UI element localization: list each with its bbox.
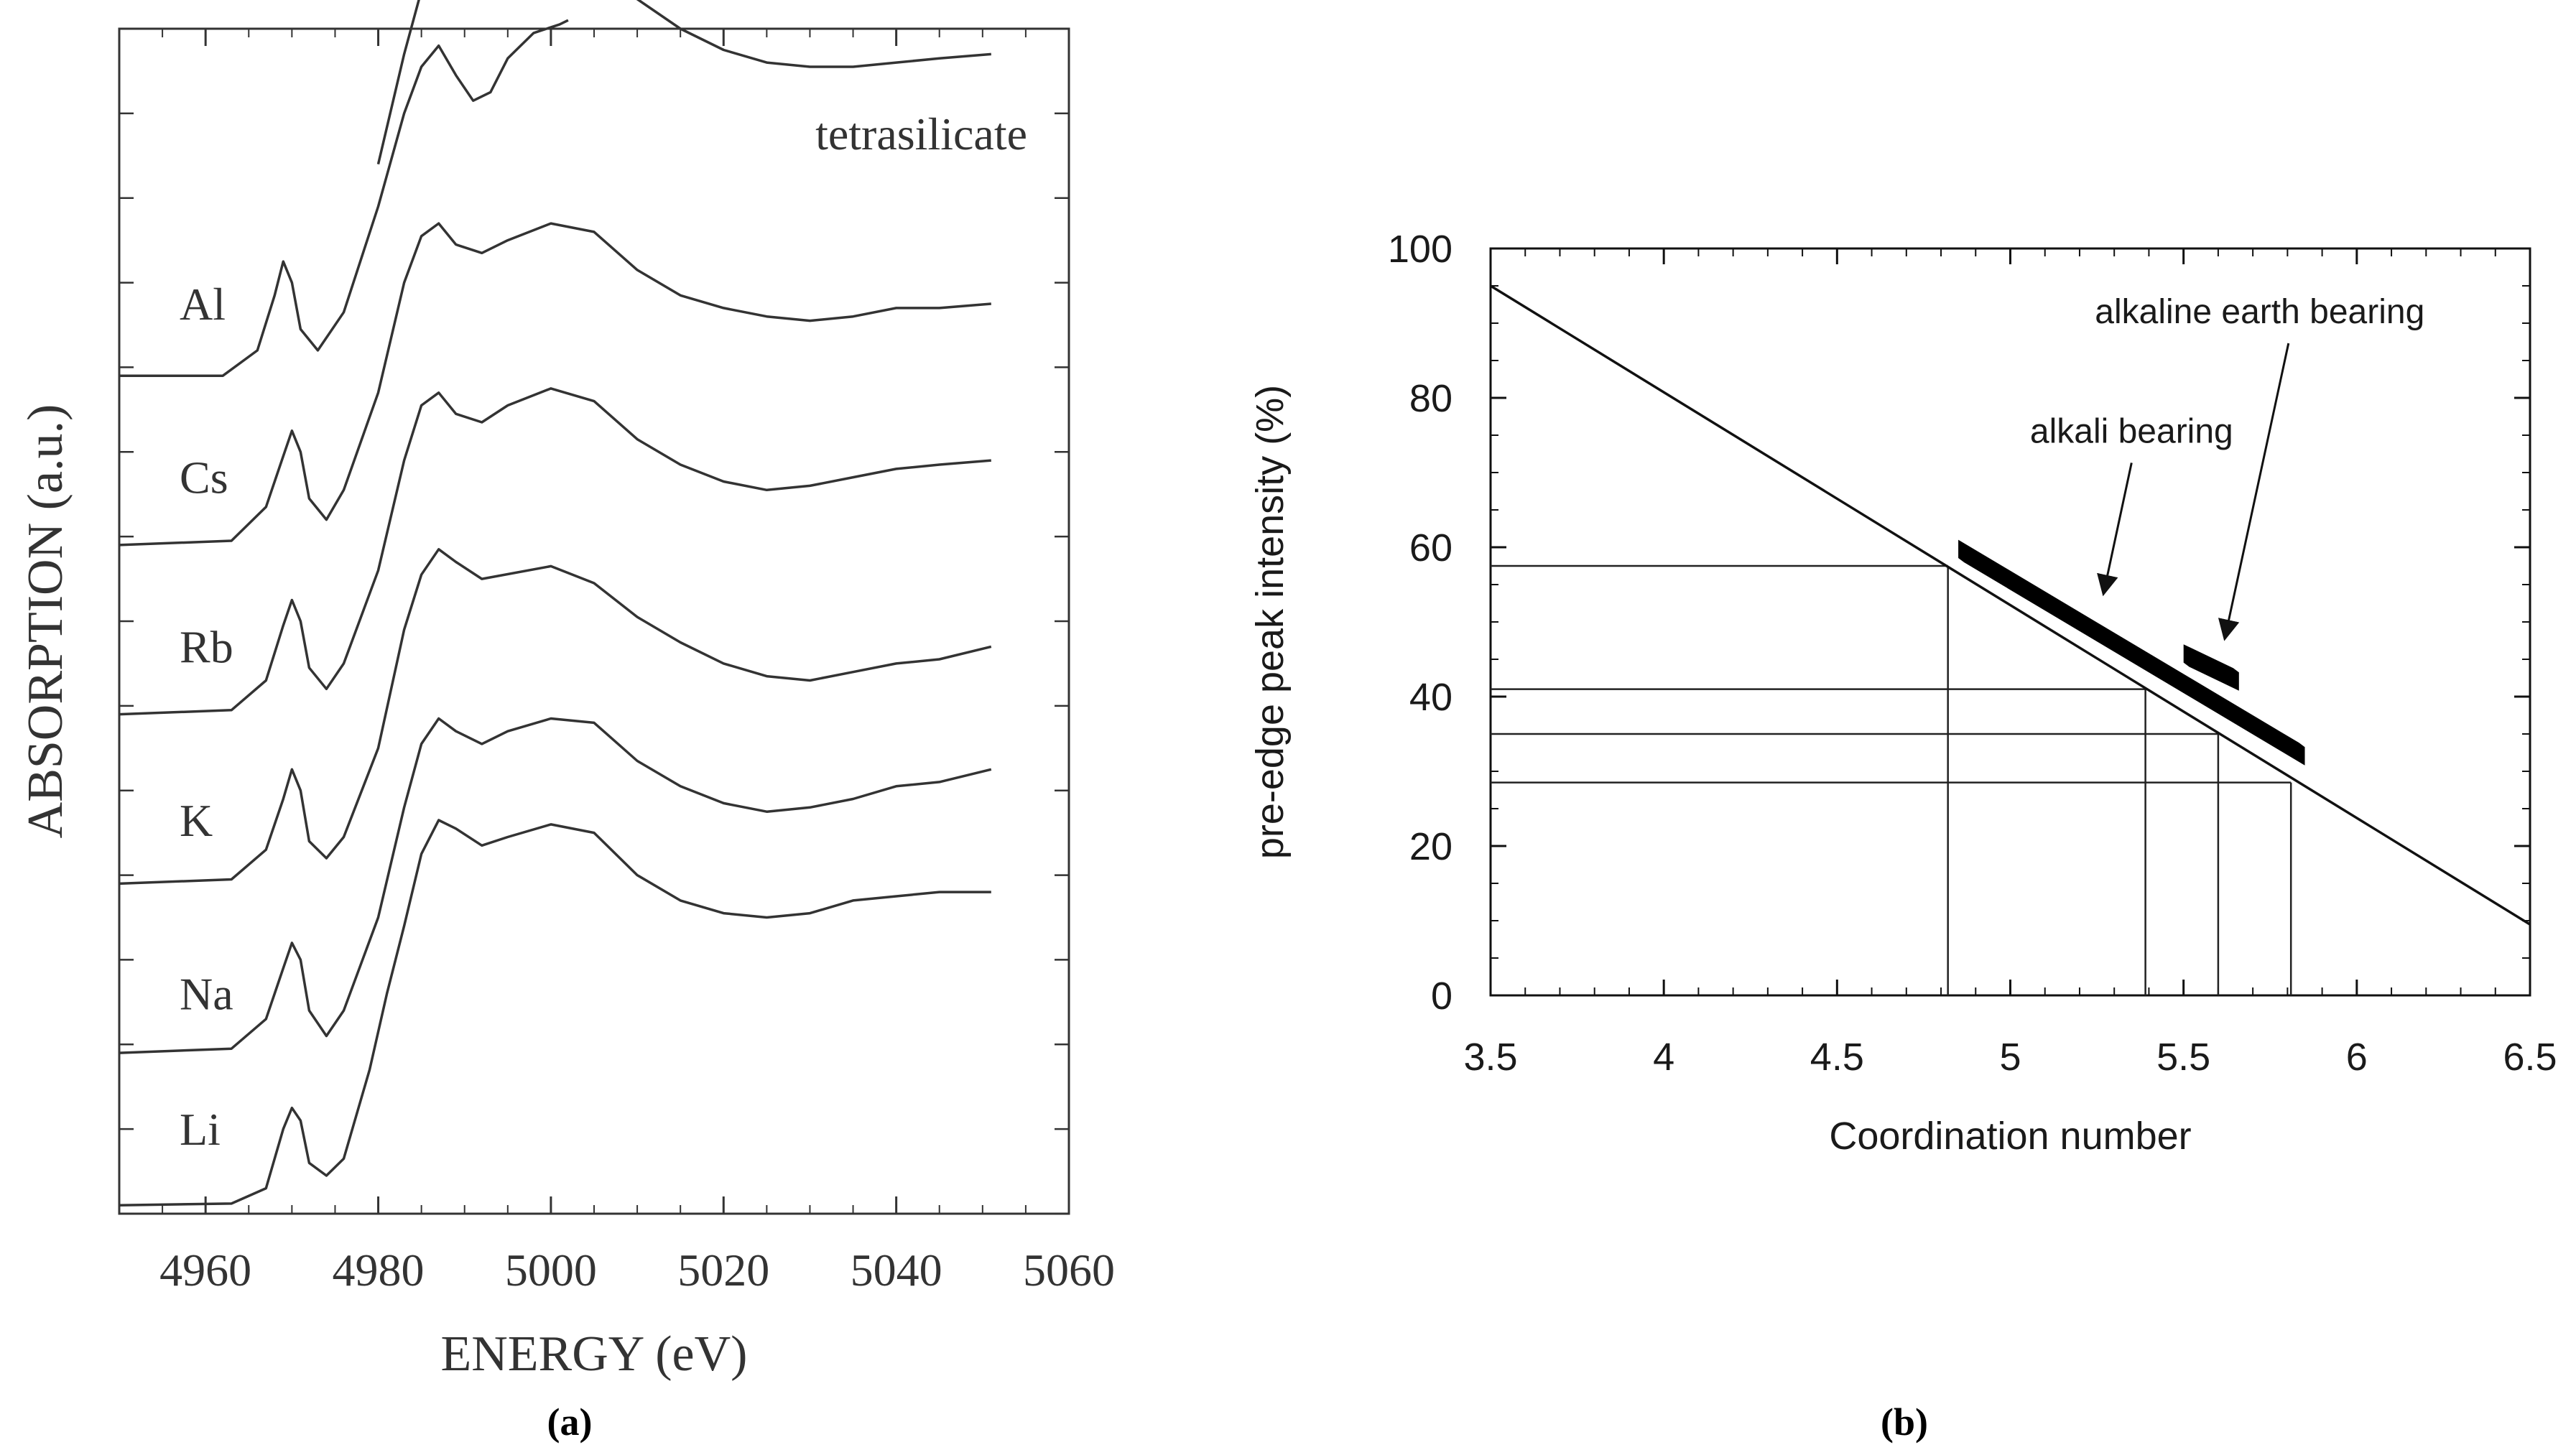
- curve-al: [119, 19, 569, 377]
- series-label-na: Na: [180, 969, 233, 1020]
- x-tick-label: 4980: [333, 1245, 425, 1296]
- range-label-alkaline-earth-bearing: alkaline earth bearing: [2095, 293, 2424, 331]
- panel-a-x-tick-labels: 4960 4980 5000 5020 5040 5060: [159, 1245, 1115, 1296]
- y-tick-label: 100: [1388, 228, 1453, 271]
- panel-a-y-axis-label: ABSORPTION (a.u.): [18, 404, 73, 839]
- curve-li: [119, 819, 991, 1207]
- x-tick-label: 4960: [159, 1245, 251, 1296]
- series-label-li: Li: [180, 1104, 221, 1155]
- series-label-cs: Cs: [180, 452, 228, 503]
- y-tick-label: 60: [1409, 526, 1453, 570]
- panel-a-annotation: tetrasilicate: [815, 108, 1027, 159]
- range-arrow-alkaline-earth-bearing: [2218, 343, 2290, 641]
- x-tick-label: 3.5: [1463, 1036, 1517, 1079]
- panel-a-curves: [119, 0, 992, 1207]
- panel-b-reference-lines: [1491, 564, 2292, 995]
- panel-b-series: [1490, 284, 2531, 926]
- range-band-alkaline-earth-bearing: [2183, 644, 2239, 691]
- range-arrow-alkali-bearing: [2097, 462, 2133, 597]
- panel-b-caption-letter: b: [1894, 1400, 1915, 1444]
- curve-rb: [119, 387, 991, 716]
- panel-a-x-axis-label: ENERGY (eV): [440, 1326, 747, 1382]
- y-tick-label: 40: [1409, 676, 1453, 719]
- x-tick-label: 5040: [851, 1245, 942, 1296]
- panel-b-caption: (b): [1881, 1400, 1928, 1444]
- panel-a-caption-close: ): [580, 1400, 593, 1444]
- range-band-alkali-bearing: [1958, 539, 2305, 766]
- curve-k: [119, 548, 992, 885]
- panel-a-ticks: [119, 27, 1070, 1215]
- curve-cs: [119, 222, 991, 547]
- series-label-k: K: [180, 795, 213, 846]
- x-tick-label: 5000: [505, 1245, 597, 1296]
- panel-b-x-axis-label: Coordination number: [1829, 1115, 2191, 1158]
- y-tick-label: 80: [1409, 377, 1453, 420]
- x-tick-label: 5.5: [2156, 1036, 2210, 1079]
- panel-b-ticks: [1489, 247, 2531, 997]
- x-tick-label: 6.5: [2503, 1036, 2557, 1079]
- y-tick-label: 20: [1409, 825, 1453, 868]
- curve-na: [119, 717, 992, 1054]
- x-tick-label: 4.5: [1810, 1036, 1864, 1079]
- panel-b-caption-close: ): [1915, 1400, 1928, 1444]
- y-tick-label: 0: [1431, 975, 1453, 1018]
- panel-a-caption-letter: a: [560, 1400, 580, 1444]
- series-label-al: Al: [180, 279, 226, 330]
- panel-a-caption: (a): [547, 1400, 593, 1444]
- range-label-alkali-bearing: alkali bearing: [2030, 412, 2233, 450]
- x-tick-label: 4: [1653, 1036, 1674, 1079]
- series-label-rb: Rb: [180, 621, 233, 672]
- panel-a: 4960 4980 5000 5020 5040 5060 Li Na K Rb Cs Al tet…: [18, 0, 1115, 1444]
- panel-b-ranges: alkali bearing alkaline earth bearing: [1958, 293, 2424, 766]
- x-tick-label: 5: [1999, 1036, 2021, 1079]
- panel-b-tick-labels: 3.5 4 4.5 5 5.5 6 6.5 0 20 40 60 80 100: [1388, 228, 2557, 1079]
- calibration-line: [1490, 284, 2531, 926]
- x-tick-label: 5060: [1023, 1245, 1115, 1296]
- panel-a-series-labels: Li Na K Rb Cs Al: [180, 279, 233, 1155]
- panel-b: 3.5 4 4.5 5 5.5 6 6.5 0 20 40 60 80 100 alkali beari…: [1248, 228, 2557, 1444]
- x-tick-label: 5020: [677, 1245, 769, 1296]
- panel-b-y-axis-label: pre-edge peak intensity (%): [1248, 385, 1292, 859]
- panel-b-caption-open: (: [1881, 1400, 1894, 1444]
- curve-tetrasilicate: [376, 0, 991, 165]
- panel-a-caption-open: (: [547, 1400, 560, 1444]
- x-tick-label: 6: [2346, 1036, 2368, 1079]
